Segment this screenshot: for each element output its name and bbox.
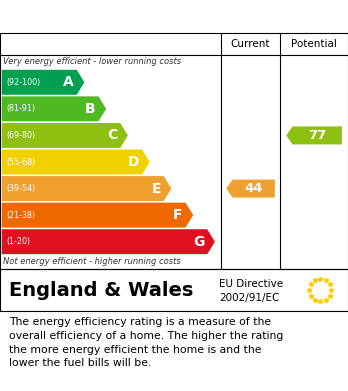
- Text: England & Wales: England & Wales: [9, 280, 193, 300]
- Text: (39-54): (39-54): [6, 184, 35, 193]
- Polygon shape: [2, 229, 215, 254]
- Text: B: B: [85, 102, 96, 116]
- Polygon shape: [2, 203, 193, 228]
- Text: (1-20): (1-20): [6, 237, 30, 246]
- Polygon shape: [2, 96, 106, 121]
- Text: C: C: [107, 128, 117, 142]
- Text: The energy efficiency rating is a measure of the
overall efficiency of a home. T: The energy efficiency rating is a measur…: [9, 317, 283, 368]
- Text: Potential: Potential: [291, 39, 337, 49]
- Text: Energy Efficiency Rating: Energy Efficiency Rating: [9, 10, 230, 25]
- Text: F: F: [173, 208, 183, 222]
- Polygon shape: [2, 70, 84, 95]
- Text: EU Directive: EU Directive: [219, 279, 283, 289]
- Text: (55-68): (55-68): [6, 158, 35, 167]
- Text: 77: 77: [308, 129, 327, 142]
- Text: Not energy efficient - higher running costs: Not energy efficient - higher running co…: [3, 257, 181, 266]
- Text: (92-100): (92-100): [6, 78, 40, 87]
- Text: (21-38): (21-38): [6, 211, 35, 220]
- Text: G: G: [193, 235, 205, 249]
- Text: D: D: [128, 155, 139, 169]
- Text: Very energy efficient - lower running costs: Very energy efficient - lower running co…: [3, 57, 182, 66]
- Text: Current: Current: [231, 39, 270, 49]
- Polygon shape: [2, 123, 128, 148]
- Text: 44: 44: [245, 182, 263, 195]
- Polygon shape: [2, 176, 172, 201]
- Polygon shape: [286, 126, 342, 144]
- Text: (69-80): (69-80): [6, 131, 35, 140]
- Text: 2002/91/EC: 2002/91/EC: [219, 292, 279, 303]
- Text: E: E: [151, 181, 161, 196]
- Text: (81-91): (81-91): [6, 104, 35, 113]
- Polygon shape: [2, 149, 150, 174]
- Polygon shape: [226, 179, 275, 197]
- Text: A: A: [63, 75, 74, 89]
